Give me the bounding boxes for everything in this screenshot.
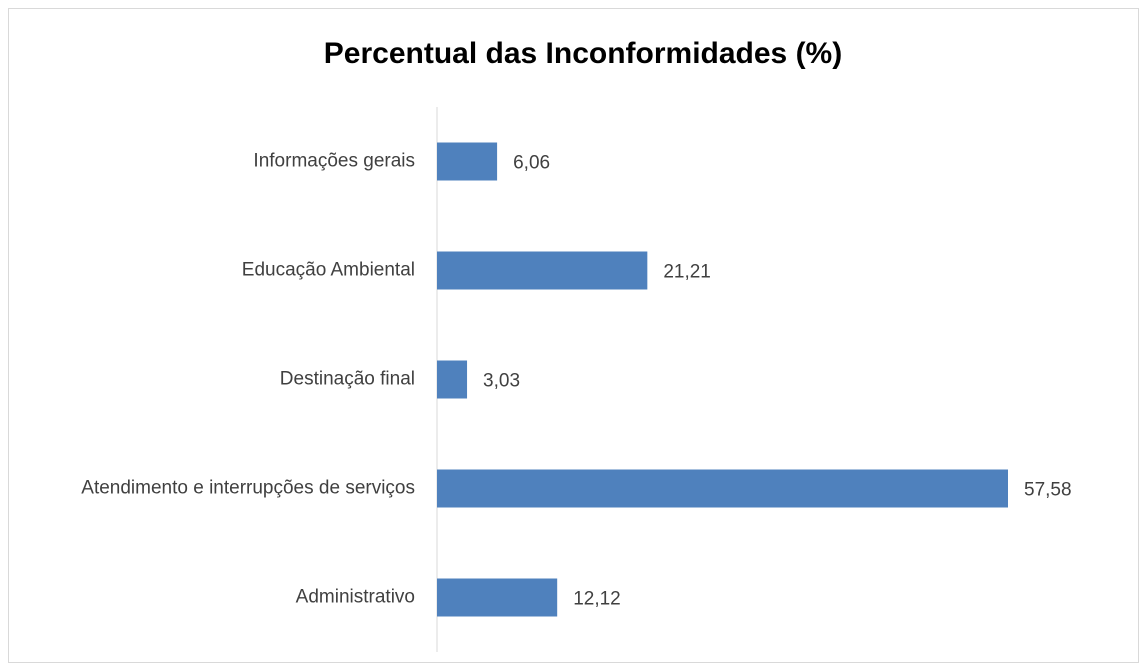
bar [437,578,558,617]
data-label: 21,21 [663,262,711,283]
y-tick-label: Informações gerais [253,151,415,172]
y-tick-label: Educação Ambiental [242,260,415,281]
data-label: 12,12 [573,589,621,610]
data-label: 57,58 [1024,480,1072,501]
data-label: 3,03 [483,371,520,392]
y-tick-label: Atendimento e interrupções de serviços [81,478,415,499]
bar [437,360,468,399]
y-tick-label: Destinação final [280,369,415,390]
bar [437,142,498,181]
bar [437,469,1008,508]
chart-title: Percentual das Inconformidades (%) [324,37,842,70]
data-label: 6,06 [513,153,550,174]
y-tick-label: Administrativo [296,587,415,608]
bar [437,251,648,290]
chart-border [8,8,1139,663]
